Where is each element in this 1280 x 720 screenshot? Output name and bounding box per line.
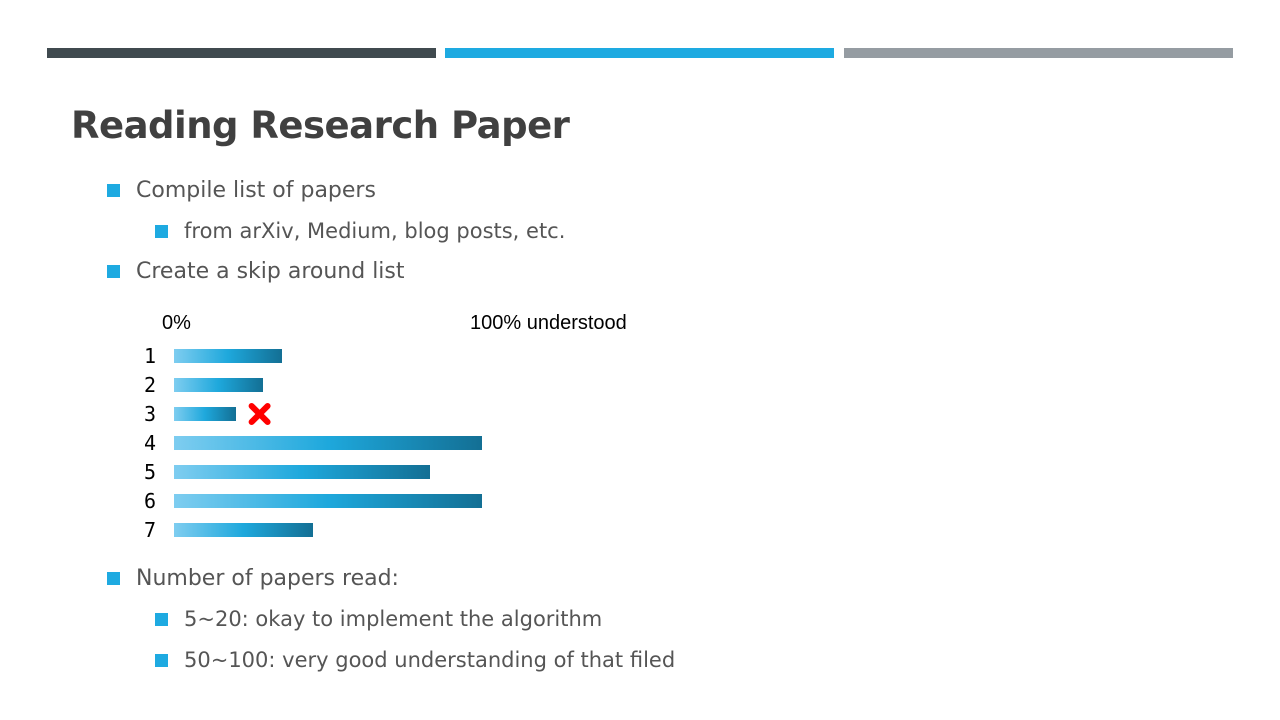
bullet-text: 5~20: okay to implement the algorithm — [184, 607, 602, 631]
bullet-text: 50~100: very good understanding of that … — [184, 648, 675, 672]
sub-bullet-5-20: 5~20: okay to implement the algorithm — [155, 607, 602, 631]
skip-cross-icon — [252, 406, 268, 422]
sub-bullet-50-100: 50~100: very good understanding of that … — [155, 648, 675, 672]
bullet-square-icon — [155, 654, 168, 667]
bullet-text: Number of papers read: — [136, 566, 399, 591]
bullet-square-icon — [107, 572, 120, 585]
bullet-square-icon — [155, 613, 168, 626]
bullet-number-of-papers: Number of papers read: — [107, 566, 399, 591]
